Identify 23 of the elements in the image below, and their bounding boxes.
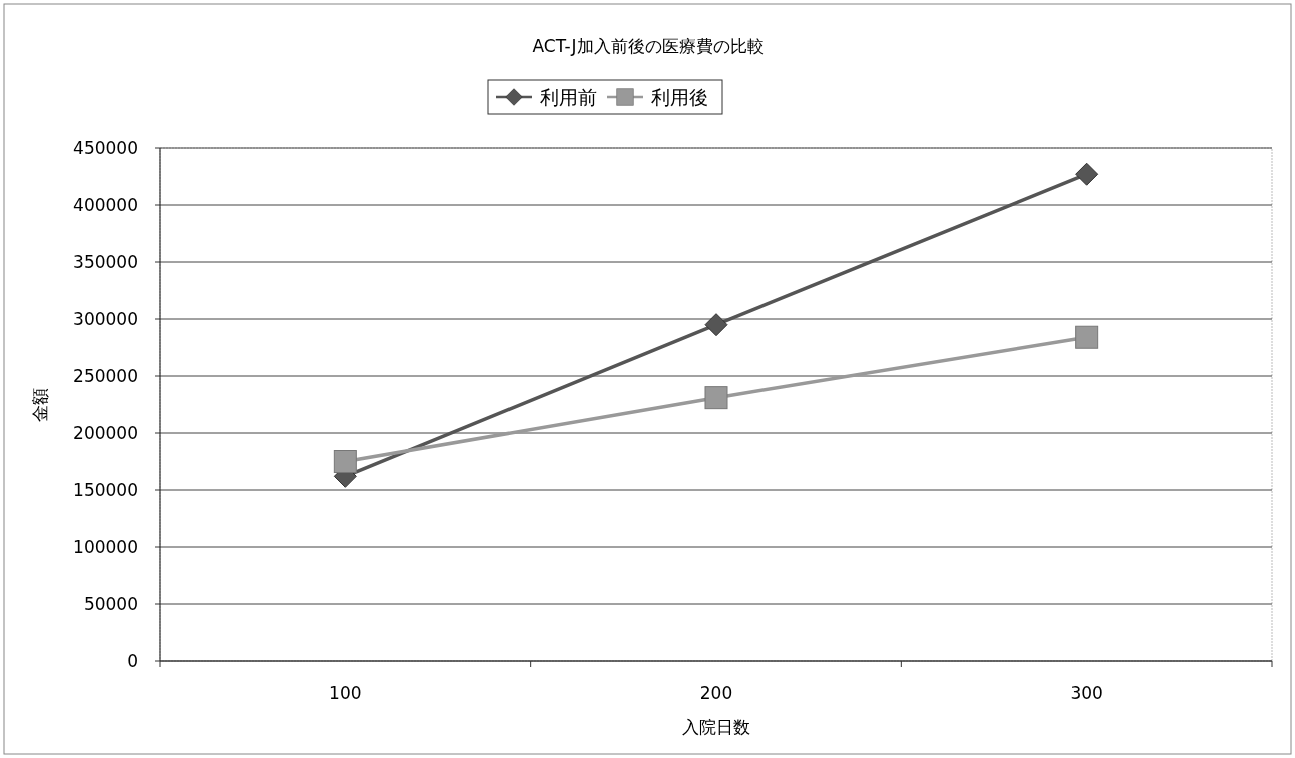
y-tick-label: 400000 — [73, 195, 138, 215]
y-tick-label: 50000 — [83, 594, 138, 614]
legend-label: 利用後 — [651, 86, 708, 108]
legend-label: 利用前 — [540, 86, 597, 108]
point — [704, 313, 728, 337]
y-tick-label: 300000 — [73, 309, 138, 329]
chart-title: ACT-J加入前後の医療費の比較 — [532, 36, 764, 56]
y-tick-label: 450000 — [73, 138, 138, 158]
point — [1075, 162, 1099, 186]
x-axis-title: 入院日数 — [682, 717, 750, 737]
point — [704, 386, 728, 410]
point — [333, 450, 357, 473]
y-tick-label: 250000 — [73, 366, 138, 386]
x-tick-label: 300 — [1070, 683, 1103, 703]
x-tick-label: 100 — [329, 683, 362, 703]
y-tick-label: 350000 — [73, 252, 138, 272]
y-tick-label: 100000 — [73, 537, 138, 557]
y-tick-label: 0 — [127, 651, 138, 671]
y-axis-title: 金額 — [30, 387, 50, 422]
y-tick-label: 150000 — [73, 480, 138, 500]
point — [1075, 325, 1099, 349]
x-tick-label: 200 — [699, 683, 733, 703]
y-tick-label: 200000 — [73, 423, 138, 443]
